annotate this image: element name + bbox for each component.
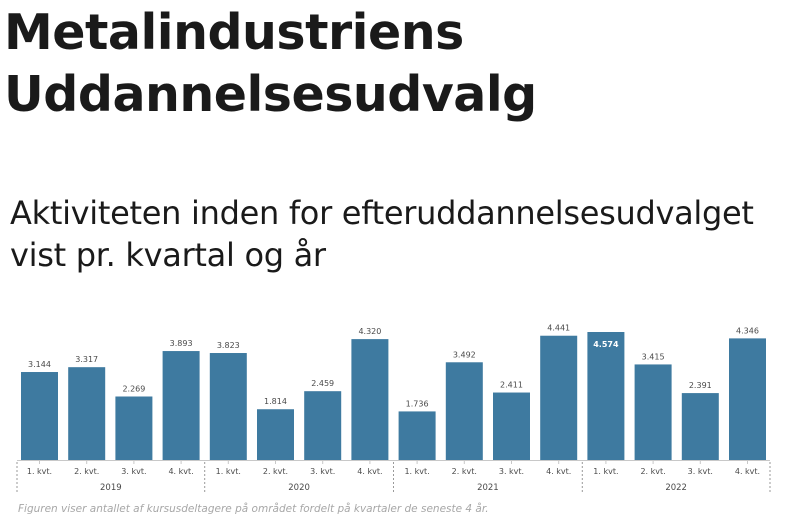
x-tick-label: 2. kvt. — [74, 467, 99, 476]
data-label: 2.391 — [689, 381, 712, 390]
x-tick-label: 4. kvt. — [546, 467, 571, 476]
x-tick-label: 4. kvt. — [168, 467, 193, 476]
chart-title-line-1: Aktiviteten inden for efteruddannelsesud… — [10, 194, 754, 232]
bar — [162, 351, 200, 460]
year-label: 2021 — [477, 483, 499, 493]
x-tick-label: 4. kvt. — [735, 467, 760, 476]
x-tick-label: 3. kvt. — [310, 467, 335, 476]
x-tick-label: 2. kvt. — [452, 467, 477, 476]
bar — [351, 339, 389, 460]
chart-title: Aktiviteten inden for efteruddannelsesud… — [10, 192, 754, 276]
data-label: 4.441 — [547, 324, 570, 333]
chart-caption: Figuren viser antallet af kursusdeltager… — [18, 503, 489, 515]
data-label: 2.459 — [311, 379, 334, 388]
data-label: 1.736 — [406, 399, 429, 408]
x-tick-label: 2. kvt. — [640, 467, 665, 476]
x-tick-label: 4. kvt. — [357, 467, 382, 476]
bar — [209, 353, 247, 460]
data-label: 3.317 — [75, 355, 98, 364]
bar — [21, 372, 58, 460]
data-label: 4.320 — [358, 327, 381, 336]
year-label: 2022 — [665, 483, 687, 493]
bar — [493, 392, 530, 460]
x-tick-label: 3. kvt. — [688, 467, 713, 476]
data-label: 3.823 — [217, 341, 240, 350]
bar — [257, 409, 294, 460]
organization-title-line-2: Uddannelsesudvalg — [4, 66, 537, 123]
data-label: 2.411 — [500, 381, 523, 390]
data-label: 3.144 — [28, 360, 51, 369]
organization-title-line-1: Metalindustriens — [4, 4, 464, 61]
bar-chart: 3.144 1. kvt. 3.317 2. kvt. 2.269 3. kvt. 3.89… — [16, 324, 771, 493]
data-label: 4.574 — [593, 340, 619, 349]
bar — [115, 396, 153, 460]
organization-title: Metalindustriens Uddannelsesudvalg — [4, 2, 537, 126]
x-tick-label: 3. kvt. — [499, 467, 524, 476]
year-label: 2019 — [100, 483, 122, 493]
bar — [398, 411, 436, 460]
bar — [540, 335, 578, 460]
data-label: 4.346 — [736, 326, 759, 335]
bar — [587, 332, 625, 460]
data-label: 1.814 — [264, 397, 287, 406]
bar — [634, 364, 672, 460]
x-tick-label: 1. kvt. — [27, 467, 52, 476]
x-tick-label: 1. kvt. — [593, 467, 618, 476]
data-label: 3.415 — [642, 352, 665, 361]
data-label: 2.269 — [122, 385, 145, 394]
x-tick-label: 1. kvt. — [404, 467, 429, 476]
bar — [445, 362, 483, 460]
x-tick-label: 2. kvt. — [263, 467, 288, 476]
data-label: 3.492 — [453, 350, 476, 359]
data-label: 3.893 — [170, 339, 193, 348]
year-label: 2020 — [288, 483, 310, 493]
bar — [681, 393, 719, 460]
bar — [304, 391, 342, 460]
chart-title-line-2: vist pr. kvartal og år — [10, 236, 326, 274]
bar — [68, 367, 106, 460]
bar — [729, 338, 766, 460]
x-tick-label: 3. kvt. — [121, 467, 146, 476]
x-tick-label: 1. kvt. — [216, 467, 241, 476]
